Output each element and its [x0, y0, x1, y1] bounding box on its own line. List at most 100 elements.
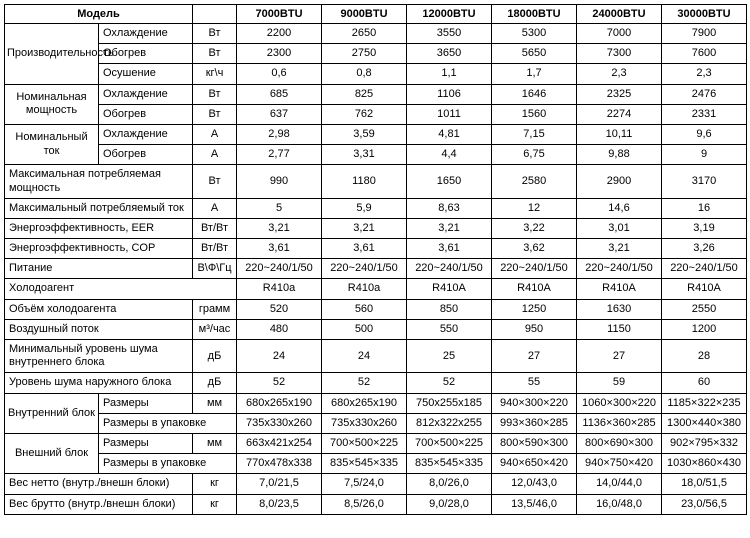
- label-net: Вес нетто (внутр./внешн блоки): [5, 474, 193, 494]
- v: R410A: [577, 279, 662, 299]
- v: 2476: [662, 84, 747, 104]
- v: 220~240/1/50: [662, 259, 747, 279]
- row-minnoise: Минимальный уровень шума внутреннего бло…: [5, 340, 747, 373]
- v: 2,98: [237, 124, 322, 144]
- v: 835×545×335: [322, 454, 407, 474]
- unit-gross: кг: [193, 494, 237, 514]
- row-np-cool: Номинальная мощность Охлаждение Вт 685 8…: [5, 84, 747, 104]
- row-np-heat: Обогрев Вт 637 762 1011 1560 2274 2331: [5, 104, 747, 124]
- row-indoor-dims-pack: Размеры в упаковке 735x330x260 735x330x2…: [5, 413, 747, 433]
- label-perf-cool: Охлаждение: [99, 24, 193, 44]
- v: 1,7: [492, 64, 577, 84]
- unit-perf-dry: кг\ч: [193, 64, 237, 84]
- v: 18,0/51,5: [662, 474, 747, 494]
- v: 220~240/1/50: [577, 259, 662, 279]
- v: 3170: [662, 165, 747, 198]
- unit-np-heat: Вт: [193, 104, 237, 124]
- label-indoor-dims: Размеры: [99, 393, 193, 413]
- unit-nc-heat: А: [193, 145, 237, 165]
- v: 2300: [237, 44, 322, 64]
- v: 1300×440×380: [662, 413, 747, 433]
- unit-minnoise: дБ: [193, 340, 237, 373]
- row-perf-cool: Производительность Охлаждение Вт 2200 26…: [5, 24, 747, 44]
- v: 560: [322, 299, 407, 319]
- label-indoor-dims-pack: Размеры в упаковке: [99, 413, 237, 433]
- unit-cop: Вт/Вт: [193, 239, 237, 259]
- v: 27: [577, 340, 662, 373]
- row-nc-heat: Обогрев А 2,77 3,31 4,4 6,75 9,88 9: [5, 145, 747, 165]
- v: 14,6: [577, 198, 662, 218]
- unit-net: кг: [193, 474, 237, 494]
- v: 220~240/1/50: [492, 259, 577, 279]
- v: 3,31: [322, 145, 407, 165]
- row-gross: Вес брутто (внутр./внешн блоки) кг 8,0/2…: [5, 494, 747, 514]
- v: 1185×322×235: [662, 393, 747, 413]
- v: 940×750×420: [577, 454, 662, 474]
- row-max-current: Максимальный потребляемый ток А 5 5,9 8,…: [5, 198, 747, 218]
- v: R410A: [492, 279, 577, 299]
- v: 7000: [577, 24, 662, 44]
- v: 55: [492, 373, 577, 393]
- label-cop: Энергоэффективность, COP: [5, 239, 193, 259]
- v: 60: [662, 373, 747, 393]
- v: 735x330x260: [237, 413, 322, 433]
- unit-supply: В\Ф\Гц: [193, 259, 237, 279]
- header-col-3: 18000BTU: [492, 5, 577, 24]
- v: 500: [322, 319, 407, 339]
- unit-airflow: м³/час: [193, 319, 237, 339]
- row-perf-dry: Осушение кг\ч 0,6 0,8 1,1 1,7 2,3 2,3: [5, 64, 747, 84]
- v: 812x322x255: [407, 413, 492, 433]
- v: 3,21: [237, 218, 322, 238]
- v: 680x265x190: [322, 393, 407, 413]
- v: 0,6: [237, 64, 322, 84]
- v: 220~240/1/50: [237, 259, 322, 279]
- unit-refvol: грамм: [193, 299, 237, 319]
- v: 800×590×300: [492, 433, 577, 453]
- v: 24: [237, 340, 322, 373]
- v: 1250: [492, 299, 577, 319]
- v: 940×650×420: [492, 454, 577, 474]
- v: 7,5/24,0: [322, 474, 407, 494]
- v: 3,21: [577, 239, 662, 259]
- label-eer: Энергоэффективность, EER: [5, 218, 193, 238]
- row-refrigerant: Холодоагент R410a R410a R410A R410A R410…: [5, 279, 747, 299]
- v: 8,0/23,5: [237, 494, 322, 514]
- v: 762: [322, 104, 407, 124]
- v: 1630: [577, 299, 662, 319]
- v: 220~240/1/50: [322, 259, 407, 279]
- unit-eer: Вт/Вт: [193, 218, 237, 238]
- v: 28: [662, 340, 747, 373]
- v: 2325: [577, 84, 662, 104]
- label-airflow: Воздушный поток: [5, 319, 193, 339]
- header-col-2: 12000BTU: [407, 5, 492, 24]
- v: 3,21: [407, 218, 492, 238]
- label-perf-dry: Осушение: [99, 64, 193, 84]
- v: 1650: [407, 165, 492, 198]
- v: 52: [237, 373, 322, 393]
- v: 3,62: [492, 239, 577, 259]
- v: 1060×300×220: [577, 393, 662, 413]
- label-indoor: Внутренний блок: [5, 393, 99, 433]
- v: 9,88: [577, 145, 662, 165]
- v: 735x330x260: [322, 413, 407, 433]
- header-col-5: 30000BTU: [662, 5, 747, 24]
- label-noise-out: Уровень шума наружного блока: [5, 373, 193, 393]
- label-np-heat: Обогрев: [99, 104, 193, 124]
- v: 3,61: [407, 239, 492, 259]
- v: 2580: [492, 165, 577, 198]
- v: 2,77: [237, 145, 322, 165]
- v: 6,75: [492, 145, 577, 165]
- v: 52: [407, 373, 492, 393]
- row-eer: Энергоэффективность, EER Вт/Вт 3,21 3,21…: [5, 218, 747, 238]
- v: 4,4: [407, 145, 492, 165]
- header-row: Модель 7000BTU 9000BTU 12000BTU 18000BTU…: [5, 5, 747, 24]
- unit-noise-out: дБ: [193, 373, 237, 393]
- label-perf-heat: Обогрев: [99, 44, 193, 64]
- v: 2650: [322, 24, 407, 44]
- unit-nc-cool: А: [193, 124, 237, 144]
- row-outdoor-dims-pack: Размеры в упаковке 770x478x338 835×545×3…: [5, 454, 747, 474]
- v: 685: [237, 84, 322, 104]
- v: 9: [662, 145, 747, 165]
- v: 5,9: [322, 198, 407, 218]
- v: 3,59: [322, 124, 407, 144]
